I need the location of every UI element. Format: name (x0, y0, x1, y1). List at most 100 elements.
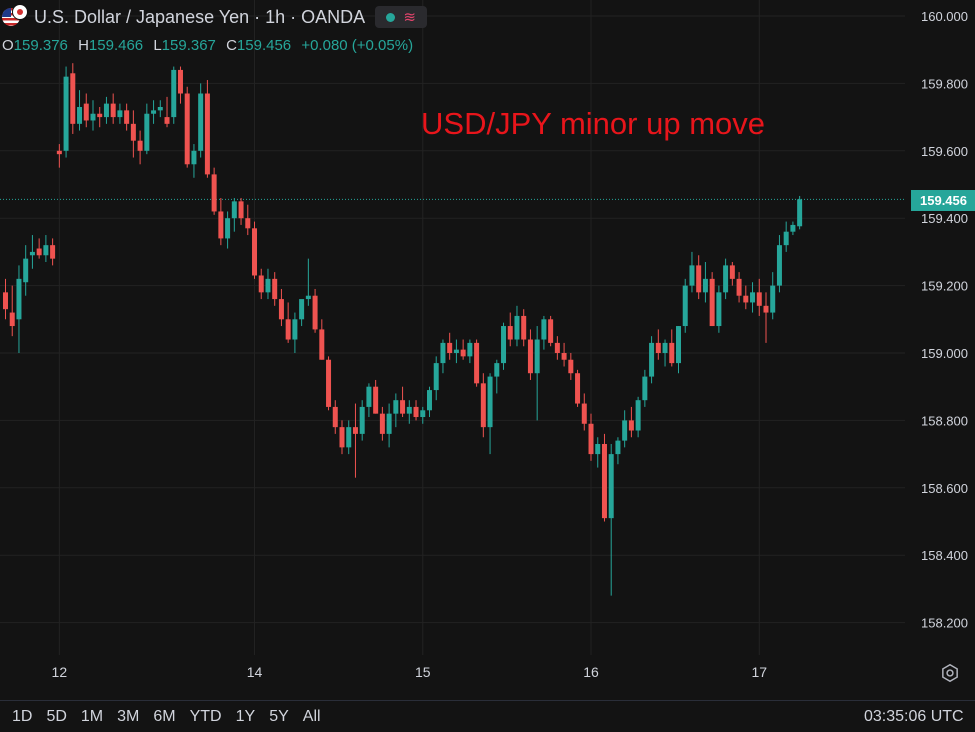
candle-body (29, 251, 35, 256)
candle (723, 258, 729, 300)
range-5d[interactable]: 5D (46, 708, 67, 725)
gear-icon[interactable] (939, 662, 961, 684)
candle-body (359, 406, 365, 434)
candle (783, 221, 789, 252)
candle (467, 339, 473, 364)
open-value: 159.376 (13, 37, 68, 54)
candle-body (453, 349, 459, 353)
chart-grid (0, 0, 905, 655)
range-1m[interactable]: 1M (80, 708, 104, 725)
range-1d[interactable]: 1D (12, 708, 33, 725)
candle (144, 103, 150, 155)
candle-body (137, 140, 143, 151)
candle-body (615, 440, 621, 455)
utc-clock[interactable]: 03:35:06 UTC (864, 708, 964, 725)
candle-body (702, 278, 708, 293)
candle-body (709, 278, 715, 327)
candle-body (460, 349, 466, 357)
candle-body (662, 342, 668, 353)
candle (494, 359, 500, 394)
candle-body (352, 427, 358, 434)
range-1y[interactable]: 1Y (235, 708, 256, 725)
candle (272, 272, 278, 306)
bottom-toolbar: 1D 5D 1M 3M 6M YTD 1Y 5Y All 03:35:06 UT… (0, 700, 975, 732)
candle-body (103, 103, 109, 118)
candle (319, 319, 325, 360)
candle (90, 100, 96, 131)
candle (487, 373, 493, 455)
candle-body (252, 228, 258, 276)
candle (622, 410, 628, 448)
candle (581, 393, 587, 431)
candle (682, 278, 688, 333)
candle (669, 329, 675, 367)
close-key: C (226, 37, 237, 54)
candle-body (474, 342, 480, 384)
candle-body (736, 278, 742, 296)
candle-body (729, 265, 735, 279)
candle-body (238, 201, 244, 219)
ohlc-readout: O159.376 H159.466 L159.367 C159.456 +0.0… (2, 37, 419, 54)
candle-body (676, 326, 681, 364)
candle-body (756, 292, 762, 306)
candle-body (198, 93, 204, 151)
candle-body (218, 211, 224, 239)
candle (662, 339, 668, 367)
symbol-title[interactable]: U.S. Dollar / Japanese Yen · 1h · OANDA (34, 6, 366, 27)
close-value: 159.456 (236, 37, 292, 54)
range-ytd[interactable]: YTD (189, 708, 222, 725)
candles-group (3, 63, 803, 596)
dot-icon (386, 12, 396, 22)
candle (130, 110, 136, 158)
candle (628, 406, 634, 438)
candle-body (487, 376, 493, 428)
candle-body (23, 258, 29, 283)
candle-body (191, 150, 197, 165)
candle-body (696, 265, 702, 293)
candle (339, 420, 345, 455)
candle (736, 272, 742, 303)
candle (137, 130, 143, 165)
candlestick-chart[interactable]: 160.000 159.800 159.600 159.400 159.200 159.0… (0, 0, 975, 700)
candle-body (258, 275, 264, 293)
candle (763, 292, 769, 343)
candle (50, 238, 56, 266)
candle (393, 393, 399, 428)
candle (117, 103, 123, 124)
candle-body (339, 427, 345, 448)
candle (278, 288, 284, 327)
candle-body (554, 342, 560, 353)
y-tick-label: 159.000 (921, 346, 968, 361)
candle (702, 262, 708, 303)
x-tick-label: 16 (583, 664, 599, 680)
candle-body (400, 400, 406, 414)
candle-body (514, 315, 520, 340)
candle (588, 413, 594, 461)
candle-body (299, 299, 305, 320)
candle-body (790, 224, 796, 232)
range-all[interactable]: All (302, 708, 321, 725)
candle (776, 235, 782, 293)
candle (332, 400, 338, 434)
candle-body (743, 295, 749, 303)
range-5y[interactable]: 5Y (269, 708, 289, 725)
candle-body (43, 245, 49, 256)
candle-body (171, 69, 177, 118)
candle-body (763, 305, 769, 313)
candle-body (77, 106, 83, 124)
candle (615, 437, 621, 465)
candle-body (272, 278, 278, 300)
candle-body (575, 373, 581, 404)
candle-body (447, 342, 453, 353)
range-6m[interactable]: 6M (153, 708, 176, 725)
candle (521, 309, 527, 347)
candle-body (97, 113, 103, 118)
status-badge[interactable]: ≋ (375, 6, 428, 28)
range-3m[interactable]: 3M (117, 708, 140, 725)
y-tick-label: 159.400 (921, 211, 968, 226)
candle-body (568, 359, 574, 374)
usd-jpy-flag-icon (2, 4, 28, 30)
candle (346, 420, 352, 455)
candle (218, 197, 224, 246)
candle (164, 96, 170, 128)
